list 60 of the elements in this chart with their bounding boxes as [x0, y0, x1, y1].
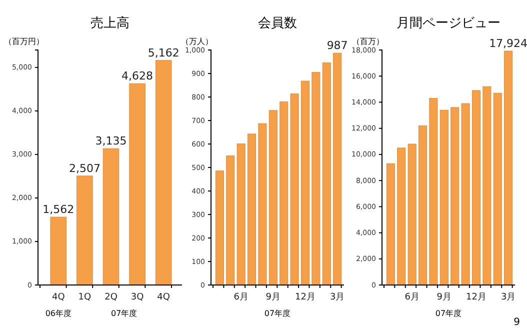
data-label: 2,507: [68, 162, 100, 175]
data-label: 17,924: [489, 36, 527, 50]
bar: [482, 86, 492, 286]
y-axis-title: （百万円）: [4, 37, 44, 46]
x-axis-title: 07年度: [264, 309, 291, 318]
bar: [268, 110, 278, 286]
x-tick-label: 1Q: [78, 292, 92, 302]
bar: [333, 52, 342, 286]
bar: [408, 144, 416, 286]
bar: [215, 170, 224, 286]
x-axis-title: 07年度: [435, 309, 462, 318]
data-label: 4,628: [122, 70, 154, 83]
bar: [461, 103, 470, 286]
y-axis-title: （百万）: [352, 37, 384, 46]
bar: [102, 148, 120, 286]
text: 9: [514, 317, 520, 328]
chart-title: 売上高: [90, 15, 130, 31]
bar: [493, 92, 502, 286]
bar: [450, 107, 460, 286]
y-axis-title: （万人）: [181, 37, 213, 46]
x-tick-label: 9月: [436, 292, 452, 302]
bar: [504, 50, 513, 286]
data-label: 3,135: [95, 134, 127, 148]
bar: [418, 125, 428, 286]
chart-title: 会員数: [258, 16, 297, 31]
x-tick-label: 4Q: [52, 292, 65, 302]
bar: [440, 110, 448, 286]
bar: [290, 93, 299, 286]
chart-title: 月間ページビュー: [396, 16, 500, 31]
bar: [397, 148, 406, 286]
x-tick-label: 2Q: [104, 292, 118, 302]
bar: [312, 72, 320, 286]
bar: [129, 83, 146, 286]
bar: [50, 216, 67, 286]
x-tick-label: 12月: [295, 292, 316, 302]
bar: [472, 90, 480, 286]
bar: [322, 62, 331, 286]
data-label: 5,162: [148, 46, 180, 60]
bar: [226, 156, 235, 286]
bar: [155, 60, 172, 286]
bar: [248, 134, 256, 286]
text: 07年度: [111, 309, 138, 318]
bar: [76, 176, 93, 286]
data-label: 987: [326, 39, 348, 52]
x-tick-label: 6月: [404, 292, 420, 302]
x-tick-label: 3Q: [130, 292, 144, 302]
x-tick-label: 3月: [500, 292, 516, 302]
text: 06年度: [45, 309, 72, 318]
x-tick-label: 12月: [466, 292, 486, 302]
x-tick-label: 3月: [330, 292, 345, 302]
bar: [300, 80, 310, 286]
bar: [386, 163, 395, 286]
x-tick-label: 6月: [234, 292, 248, 302]
bar: [429, 98, 438, 286]
bar: [280, 101, 288, 286]
data-label: 1,562: [42, 203, 74, 216]
x-tick-label: 4Q: [157, 292, 170, 302]
x-tick-label: 9月: [266, 292, 281, 302]
bar: [236, 144, 246, 286]
bar: [258, 123, 267, 286]
